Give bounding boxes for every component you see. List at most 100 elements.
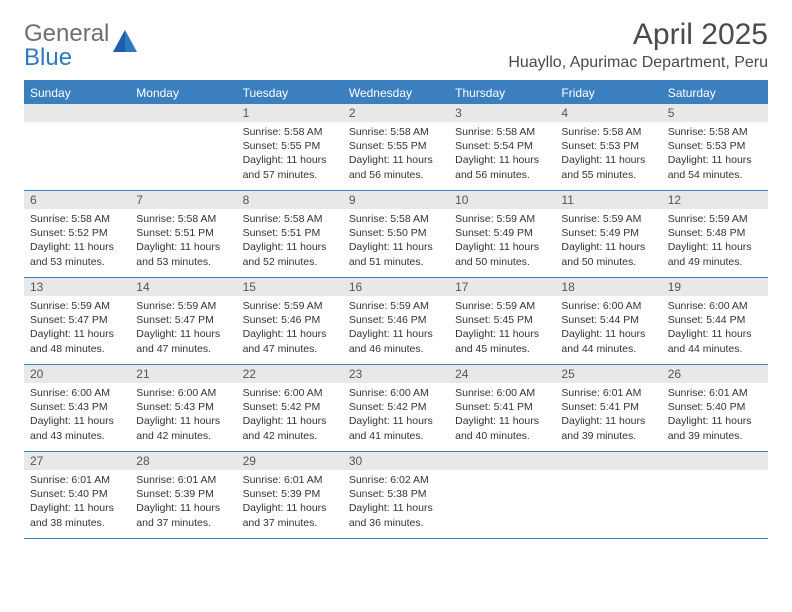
- day-number: 25: [555, 365, 661, 383]
- sunset-text: Sunset: 5:40 PM: [30, 487, 124, 501]
- day-cell: 16Sunrise: 5:59 AMSunset: 5:46 PMDayligh…: [343, 278, 449, 364]
- sunset-text: Sunset: 5:42 PM: [243, 400, 337, 414]
- day-body: Sunrise: 5:59 AMSunset: 5:47 PMDaylight:…: [24, 296, 130, 362]
- day-number: [130, 104, 236, 122]
- day-cell-empty: [130, 104, 236, 190]
- sunset-text: Sunset: 5:53 PM: [561, 139, 655, 153]
- sunset-text: Sunset: 5:45 PM: [455, 313, 549, 327]
- day-cell: 21Sunrise: 6:00 AMSunset: 5:43 PMDayligh…: [130, 365, 236, 451]
- calendar: Sunday Monday Tuesday Wednesday Thursday…: [24, 80, 768, 539]
- daylight-text: Daylight: 11 hours and 37 minutes.: [243, 501, 337, 529]
- day-number: 17: [449, 278, 555, 296]
- page: General Blue April 2025 Huayllo, Apurima…: [0, 0, 792, 539]
- day-cell: 18Sunrise: 6:00 AMSunset: 5:44 PMDayligh…: [555, 278, 661, 364]
- sunset-text: Sunset: 5:38 PM: [349, 487, 443, 501]
- weekday-saturday: Saturday: [662, 82, 768, 104]
- sunrise-text: Sunrise: 5:58 AM: [668, 125, 762, 139]
- day-cell: 23Sunrise: 6:00 AMSunset: 5:42 PMDayligh…: [343, 365, 449, 451]
- day-number: 8: [237, 191, 343, 209]
- sunrise-text: Sunrise: 6:00 AM: [455, 386, 549, 400]
- logo-word-2: Blue: [24, 44, 72, 71]
- daylight-text: Daylight: 11 hours and 47 minutes.: [136, 327, 230, 355]
- daylight-text: Daylight: 11 hours and 50 minutes.: [455, 240, 549, 268]
- sunrise-text: Sunrise: 5:59 AM: [668, 212, 762, 226]
- day-cell: 28Sunrise: 6:01 AMSunset: 5:39 PMDayligh…: [130, 452, 236, 538]
- sunset-text: Sunset: 5:47 PM: [30, 313, 124, 327]
- day-number: 10: [449, 191, 555, 209]
- sunrise-text: Sunrise: 5:58 AM: [243, 125, 337, 139]
- daylight-text: Daylight: 11 hours and 53 minutes.: [30, 240, 124, 268]
- sunset-text: Sunset: 5:43 PM: [30, 400, 124, 414]
- daylight-text: Daylight: 11 hours and 56 minutes.: [349, 153, 443, 181]
- sunrise-text: Sunrise: 5:58 AM: [136, 212, 230, 226]
- sunrise-text: Sunrise: 5:59 AM: [30, 299, 124, 313]
- weekday-header-row: Sunday Monday Tuesday Wednesday Thursday…: [24, 82, 768, 104]
- day-body: Sunrise: 6:01 AMSunset: 5:39 PMDaylight:…: [237, 470, 343, 536]
- sunset-text: Sunset: 5:52 PM: [30, 226, 124, 240]
- sunset-text: Sunset: 5:55 PM: [243, 139, 337, 153]
- day-cell: 4Sunrise: 5:58 AMSunset: 5:53 PMDaylight…: [555, 104, 661, 190]
- day-body: Sunrise: 6:01 AMSunset: 5:40 PMDaylight:…: [24, 470, 130, 536]
- day-number: 11: [555, 191, 661, 209]
- daylight-text: Daylight: 11 hours and 50 minutes.: [561, 240, 655, 268]
- sunrise-text: Sunrise: 6:01 AM: [668, 386, 762, 400]
- sunrise-text: Sunrise: 5:58 AM: [30, 212, 124, 226]
- day-number: [555, 452, 661, 470]
- sunrise-text: Sunrise: 6:00 AM: [243, 386, 337, 400]
- daylight-text: Daylight: 11 hours and 53 minutes.: [136, 240, 230, 268]
- weekday-monday: Monday: [130, 82, 236, 104]
- sunset-text: Sunset: 5:54 PM: [455, 139, 549, 153]
- daylight-text: Daylight: 11 hours and 43 minutes.: [30, 414, 124, 442]
- month-title: April 2025: [508, 18, 768, 52]
- daylight-text: Daylight: 11 hours and 47 minutes.: [243, 327, 337, 355]
- day-cell: 12Sunrise: 5:59 AMSunset: 5:48 PMDayligh…: [662, 191, 768, 277]
- sunrise-text: Sunrise: 6:00 AM: [668, 299, 762, 313]
- day-body: Sunrise: 6:01 AMSunset: 5:41 PMDaylight:…: [555, 383, 661, 449]
- daylight-text: Daylight: 11 hours and 57 minutes.: [243, 153, 337, 181]
- day-number: 29: [237, 452, 343, 470]
- day-cell: 5Sunrise: 5:58 AMSunset: 5:53 PMDaylight…: [662, 104, 768, 190]
- sunset-text: Sunset: 5:51 PM: [243, 226, 337, 240]
- weekday-tuesday: Tuesday: [237, 82, 343, 104]
- daylight-text: Daylight: 11 hours and 46 minutes.: [349, 327, 443, 355]
- calendar-body: 1Sunrise: 5:58 AMSunset: 5:55 PMDaylight…: [24, 104, 768, 538]
- day-body: Sunrise: 5:58 AMSunset: 5:55 PMDaylight:…: [343, 122, 449, 188]
- day-body: Sunrise: 5:58 AMSunset: 5:50 PMDaylight:…: [343, 209, 449, 275]
- daylight-text: Daylight: 11 hours and 38 minutes.: [30, 501, 124, 529]
- daylight-text: Daylight: 11 hours and 42 minutes.: [243, 414, 337, 442]
- sunset-text: Sunset: 5:46 PM: [243, 313, 337, 327]
- sunrise-text: Sunrise: 6:01 AM: [136, 473, 230, 487]
- day-cell: 3Sunrise: 5:58 AMSunset: 5:54 PMDaylight…: [449, 104, 555, 190]
- day-cell: 24Sunrise: 6:00 AMSunset: 5:41 PMDayligh…: [449, 365, 555, 451]
- sunrise-text: Sunrise: 6:01 AM: [561, 386, 655, 400]
- daylight-text: Daylight: 11 hours and 45 minutes.: [455, 327, 549, 355]
- week-row: 27Sunrise: 6:01 AMSunset: 5:40 PMDayligh…: [24, 451, 768, 538]
- day-number: 1: [237, 104, 343, 122]
- day-number: 21: [130, 365, 236, 383]
- day-number: 23: [343, 365, 449, 383]
- day-cell-empty: [24, 104, 130, 190]
- sunset-text: Sunset: 5:47 PM: [136, 313, 230, 327]
- day-number: 16: [343, 278, 449, 296]
- sunset-text: Sunset: 5:44 PM: [561, 313, 655, 327]
- sunset-text: Sunset: 5:46 PM: [349, 313, 443, 327]
- calendar-bottom-rule: [24, 538, 768, 539]
- day-body: Sunrise: 5:59 AMSunset: 5:49 PMDaylight:…: [449, 209, 555, 275]
- day-cell: 26Sunrise: 6:01 AMSunset: 5:40 PMDayligh…: [662, 365, 768, 451]
- day-cell: 17Sunrise: 5:59 AMSunset: 5:45 PMDayligh…: [449, 278, 555, 364]
- day-number: 9: [343, 191, 449, 209]
- day-cell: 10Sunrise: 5:59 AMSunset: 5:49 PMDayligh…: [449, 191, 555, 277]
- day-body: Sunrise: 5:58 AMSunset: 5:55 PMDaylight:…: [237, 122, 343, 188]
- day-body: Sunrise: 6:00 AMSunset: 5:43 PMDaylight:…: [130, 383, 236, 449]
- day-body: Sunrise: 6:01 AMSunset: 5:40 PMDaylight:…: [662, 383, 768, 449]
- sunset-text: Sunset: 5:39 PM: [243, 487, 337, 501]
- daylight-text: Daylight: 11 hours and 36 minutes.: [349, 501, 443, 529]
- day-cell: 11Sunrise: 5:59 AMSunset: 5:49 PMDayligh…: [555, 191, 661, 277]
- day-cell: 15Sunrise: 5:59 AMSunset: 5:46 PMDayligh…: [237, 278, 343, 364]
- sunrise-text: Sunrise: 6:00 AM: [136, 386, 230, 400]
- daylight-text: Daylight: 11 hours and 49 minutes.: [668, 240, 762, 268]
- day-body: Sunrise: 6:00 AMSunset: 5:42 PMDaylight:…: [237, 383, 343, 449]
- day-number: 27: [24, 452, 130, 470]
- day-body: Sunrise: 5:59 AMSunset: 5:46 PMDaylight:…: [237, 296, 343, 362]
- day-body: Sunrise: 5:58 AMSunset: 5:54 PMDaylight:…: [449, 122, 555, 188]
